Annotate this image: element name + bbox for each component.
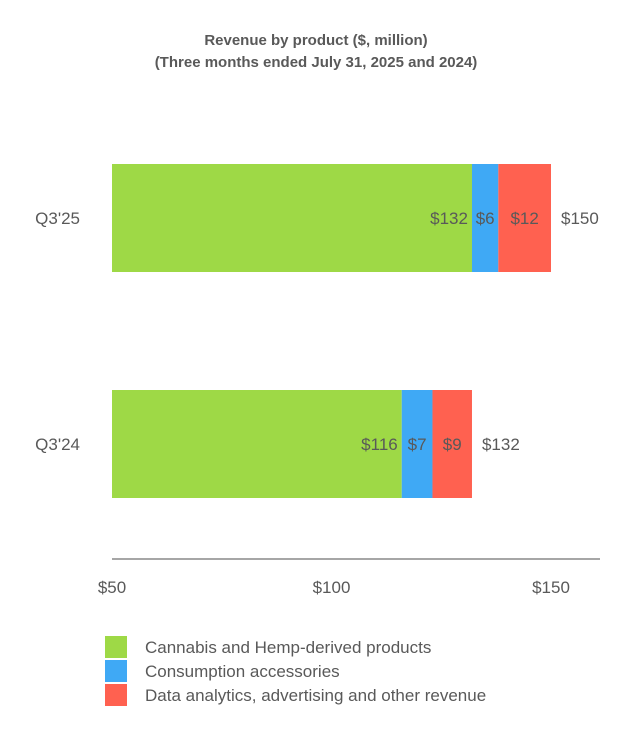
- bar-segment: [112, 390, 402, 498]
- data-label: $9: [443, 435, 462, 454]
- x-tick-label: $50: [98, 578, 126, 597]
- legend-swatch: [105, 636, 127, 658]
- bar-segment: [112, 164, 472, 272]
- bar-segment: [432, 390, 472, 498]
- category-label: Q3'25: [35, 209, 80, 228]
- data-label: $116: [361, 435, 398, 454]
- category-label: Q3'24: [35, 435, 80, 454]
- bar-segment: [498, 164, 551, 272]
- data-label: $132: [430, 209, 468, 228]
- chart-title: Revenue by product ($, million): [204, 32, 427, 49]
- legend-label: Data analytics, advertising and other re…: [145, 686, 486, 705]
- legend-label: Cannabis and Hemp-derived products: [145, 638, 431, 657]
- bar-segment: [471, 164, 499, 272]
- x-tick-label: $100: [313, 578, 351, 597]
- legend-label: Consumption accessories: [145, 662, 340, 681]
- data-label: $6: [476, 209, 495, 228]
- bar-segment: [401, 390, 433, 498]
- data-label: $7: [408, 435, 427, 454]
- legend-swatch: [105, 660, 127, 682]
- total-label: $132: [482, 435, 520, 454]
- data-label: $12: [510, 209, 538, 228]
- x-tick-label: $150: [532, 578, 570, 597]
- total-label: $150: [561, 209, 599, 228]
- chart-subtitle: (Three months ended July 31, 2025 and 20…: [155, 54, 478, 71]
- legend-swatch: [105, 684, 127, 706]
